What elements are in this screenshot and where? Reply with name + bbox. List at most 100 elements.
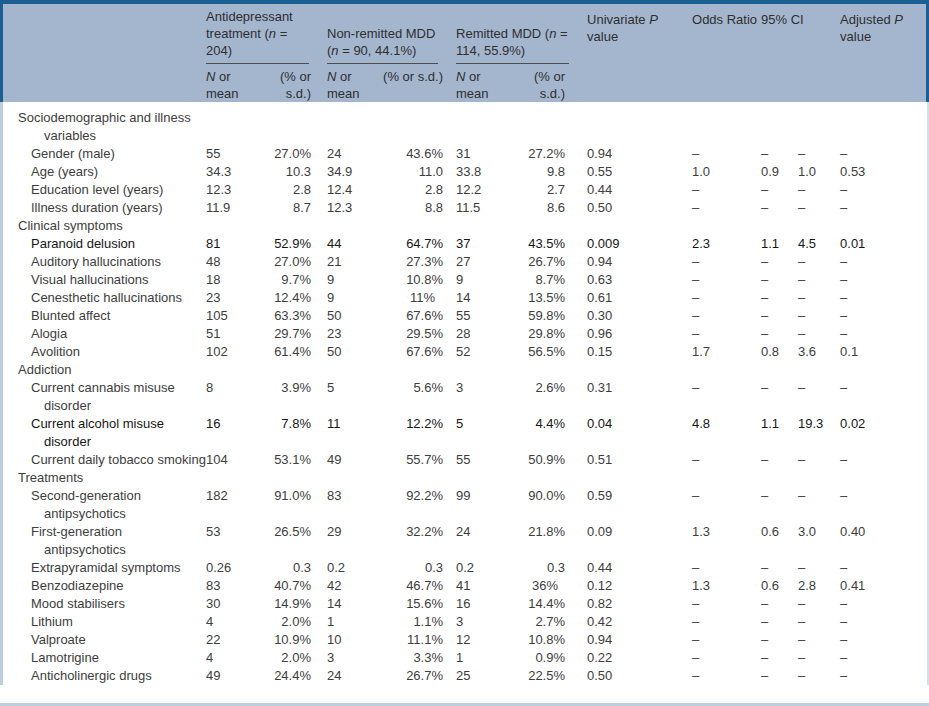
cell: 11.1% <box>383 631 456 649</box>
row-label-column-header <box>0 4 206 102</box>
cell: 32.2% <box>383 523 456 559</box>
table-row: Blunted affect10563.3%5067.6%5559.8%0.30… <box>0 307 929 325</box>
cell: 24 <box>327 145 383 163</box>
cell: – <box>840 649 929 667</box>
cell: 26.7% <box>512 253 587 271</box>
cell: 0.53 <box>840 163 929 181</box>
cell: 27.2% <box>512 145 587 163</box>
subheader-n-or-mean: N or mean <box>206 64 256 102</box>
cell: 27.0% <box>256 145 327 163</box>
cell: 0.51 <box>587 451 692 469</box>
cell: 8.8 <box>383 199 456 217</box>
row-label: Education level (years) <box>0 181 206 199</box>
cell: 36% <box>512 577 587 595</box>
cell: – <box>798 487 840 523</box>
table-row: Cenesthetic hallucinations2312.4%911%141… <box>0 289 929 307</box>
cell: 0.26 <box>206 559 256 577</box>
cell: 2.7% <box>512 613 587 631</box>
cell: 105 <box>206 307 256 325</box>
cell: – <box>840 595 929 613</box>
cell: 49 <box>206 667 256 685</box>
group-header-non-remitted: Non-remitted MDD (n = 90, 44.1%) <box>327 4 456 64</box>
cell: – <box>840 667 929 685</box>
row-label: Sociodemographic and illness variables <box>0 102 206 145</box>
cell: 12.3 <box>327 199 383 217</box>
cell: 24 <box>456 523 512 559</box>
cell: – <box>798 181 840 199</box>
cell: – <box>798 199 840 217</box>
section-row: Clinical symptoms <box>0 217 929 235</box>
cell: 50.9% <box>512 451 587 469</box>
cell: 0.3 <box>512 559 587 577</box>
cell: 0.63 <box>587 271 692 289</box>
cell: 12 <box>456 631 512 649</box>
cell: 0.94 <box>587 253 692 271</box>
cell: 0.44 <box>587 559 692 577</box>
cell: – <box>761 379 798 415</box>
cell: 99 <box>456 487 512 523</box>
cell: – <box>692 451 761 469</box>
cell: 0.2 <box>456 559 512 577</box>
cell: 12.4 <box>327 181 383 199</box>
cell: 46.7% <box>383 577 456 595</box>
cell: – <box>761 271 798 289</box>
cell: 0.96 <box>587 325 692 343</box>
cell: 52.9% <box>256 235 327 253</box>
cell: 22.5% <box>512 667 587 685</box>
cell: 15.6% <box>383 595 456 613</box>
cell: 2.3 <box>692 235 761 253</box>
row-label: Illness duration (years) <box>0 199 206 217</box>
cell: 91.0% <box>256 487 327 523</box>
cell: 4 <box>206 613 256 631</box>
row-label: Benzodiazepine <box>0 577 206 595</box>
cell: 3.6 <box>798 343 840 361</box>
row-label: Mood stabilisers <box>0 595 206 613</box>
cell: – <box>761 667 798 685</box>
cell: 1.3 <box>692 577 761 595</box>
cell: 2.8 <box>256 181 327 199</box>
subheader-n-or-mean: N or mean <box>327 64 383 102</box>
cell: 26.5% <box>256 523 327 559</box>
cell: – <box>692 613 761 631</box>
cell: – <box>761 631 798 649</box>
cell: 29.7% <box>256 325 327 343</box>
cell: 52 <box>456 343 512 361</box>
cell: – <box>692 379 761 415</box>
cell: 27 <box>456 253 512 271</box>
cell: 2.0% <box>256 649 327 667</box>
row-label: First-generation antipsychotics <box>0 523 206 559</box>
cell: – <box>761 253 798 271</box>
cell: – <box>692 325 761 343</box>
cell: – <box>761 307 798 325</box>
group-header-antidepressant: Antidepressant treatment (n = 204) <box>206 4 327 64</box>
row-label: Current daily tobacco smoking <box>0 451 206 469</box>
empty-cells <box>206 361 929 379</box>
cell: 30 <box>206 595 256 613</box>
cell: 16 <box>456 595 512 613</box>
cell: 0.01 <box>840 235 929 253</box>
cell: – <box>761 613 798 631</box>
table-row: Lithium42.0%11.1%32.7%0.42–––– <box>0 613 929 631</box>
row-label: Visual hallucinations <box>0 271 206 289</box>
cell: 5 <box>327 379 383 415</box>
cell: 0.94 <box>587 145 692 163</box>
cell: – <box>840 451 929 469</box>
cell: 43.6% <box>383 145 456 163</box>
subheader-pct-or-sd: (% or s.d.) <box>512 64 587 102</box>
cell: 64.7% <box>383 235 456 253</box>
cell: 53.1% <box>256 451 327 469</box>
cell: 0.12 <box>587 577 692 595</box>
table-row: Avolition10261.4%5067.6%5256.5%0.151.70.… <box>0 343 929 361</box>
empty-cells <box>206 217 929 235</box>
cell: 16 <box>206 415 256 451</box>
cell: 0.3 <box>383 559 456 577</box>
cell: 2.0% <box>256 613 327 631</box>
cell: 104 <box>206 451 256 469</box>
cell: – <box>761 199 798 217</box>
cell: 9.7% <box>256 271 327 289</box>
cell: 49 <box>327 451 383 469</box>
cell: – <box>692 253 761 271</box>
cell: 0.009 <box>587 235 692 253</box>
cell: 0.1 <box>840 343 929 361</box>
empty-cells <box>206 469 929 487</box>
